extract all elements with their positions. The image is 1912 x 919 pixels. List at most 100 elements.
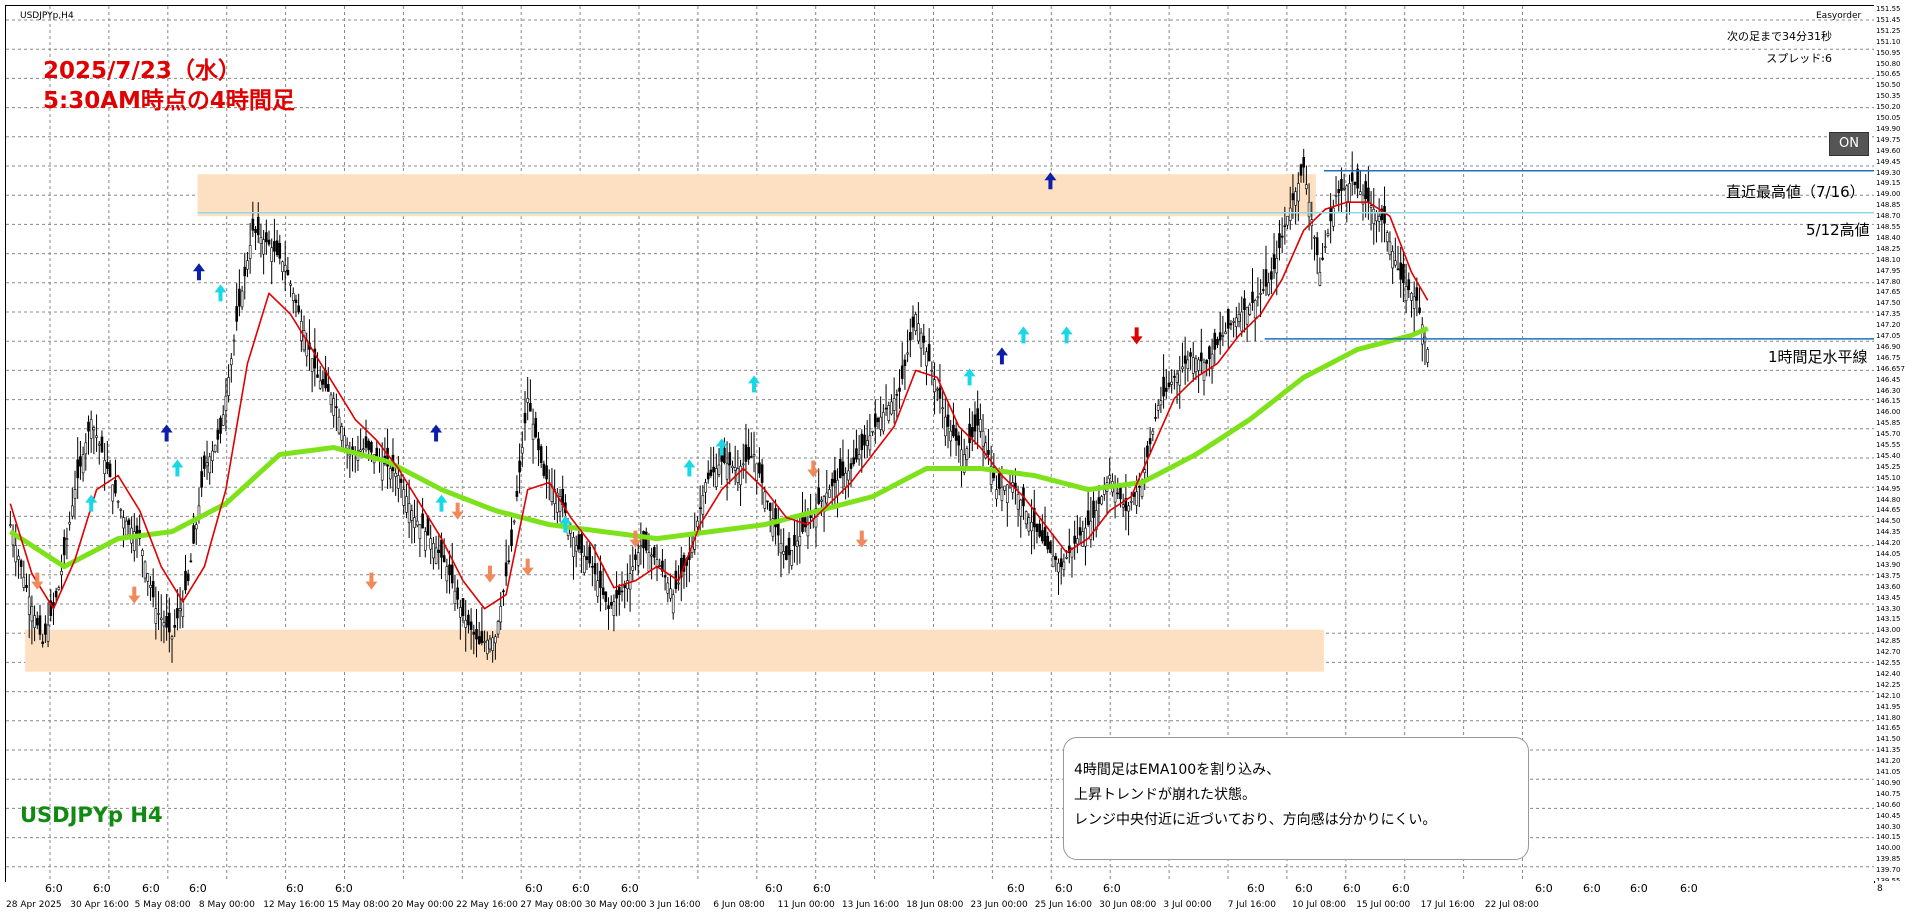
candle-down [884,407,888,410]
candle-up [779,542,783,554]
price-tick-label: 150.65 [1876,70,1901,79]
price-tick-label: 141.95 [1876,702,1901,711]
date-tick-label: 15 Jul 00:00 [1356,900,1411,910]
next-bar-timer: 次の足まで34分31秒 [1727,30,1832,43]
candle-up [677,582,680,585]
candle-up [27,596,31,615]
candle-down [712,466,715,473]
hour-tick-label: 6:0 [525,882,543,895]
candle-down [653,547,656,558]
candle-up [1221,335,1225,337]
corner-marker: 8 [1877,884,1883,894]
candle-down [461,598,465,616]
candle-up [582,555,586,574]
arrow-up-icon [963,368,976,386]
candle-down [1038,523,1041,537]
hour-tick-label: 6:0 [1583,882,1601,895]
candle-up [865,440,869,446]
candle-up [1170,381,1173,385]
candle-down [1380,208,1384,221]
candle-up [1426,349,1429,363]
candle-down [1402,263,1405,284]
candle-up [1307,201,1311,218]
candle-up [984,442,988,459]
price-tick-label: 141.05 [1876,768,1901,776]
candle-up [410,510,414,521]
candle-down [1407,279,1411,291]
candle-up [246,260,249,270]
candle-down [922,335,926,343]
candle-up [1420,324,1424,345]
candle-up [488,638,492,650]
candle-down [1164,387,1168,392]
candle-up [345,444,349,449]
candle-up [596,580,600,597]
candle-down [601,587,605,595]
time-axis[interactable]: 28 Apr 2025 30 Apr 16:00 5 May 08:00 8 May … [0,882,1874,919]
candle-up [1248,304,1252,315]
arrow-down-icon [365,572,378,590]
candle-down [1367,187,1370,203]
candle-down [235,306,238,322]
candle-up [1267,282,1270,295]
candle-up [914,314,917,331]
candle-up [733,467,737,471]
candle-up [1224,331,1227,335]
candle-down [1302,157,1306,168]
candle-up [1070,547,1074,558]
may12-high-label: 5/12高値 [1806,221,1870,239]
candle-down [442,555,446,563]
candle-up [259,236,263,244]
candle-up [639,545,643,548]
candle-up [847,470,850,481]
candle-up [731,465,734,469]
candle-up [1000,486,1004,501]
candle-up [413,517,416,528]
candle-down [898,387,901,392]
candle-up [17,555,20,560]
candle-up [362,448,365,450]
candle-down [294,299,298,303]
candle-down [265,232,268,243]
candle-up [213,444,217,452]
price-tick-label: 142.25 [1876,680,1901,689]
candle-down [251,218,255,231]
candle-down [1046,535,1050,550]
hour-tick-label: 6:0 [1630,882,1648,895]
ea-on-button[interactable]: ON [1829,132,1869,156]
candle-down [663,575,667,578]
candle-up [1342,187,1346,190]
candle-up [159,617,163,620]
candle-up [701,495,705,515]
fast-ma-line [9,201,1429,610]
candle-up [146,573,150,582]
price-tick-label: 149.30 [1876,168,1901,177]
candle-up [1159,400,1163,406]
candle-down [38,615,42,635]
candle-down [523,412,527,424]
candle-down [176,608,179,619]
candle-up [739,465,742,486]
candle-down [1205,359,1209,364]
expert-advisor-name: Easyorder [1816,11,1862,21]
price-tick-label: 140.90 [1876,778,1901,787]
chart-plot-area[interactable]: USDJPYp,H4 Easyorder 次の足まで34分31秒 スプレッド:6… [5,5,1875,883]
date-tick-label: 30 Jun 08:00 [1099,900,1157,910]
candle-down [1078,527,1082,536]
candle-up [1062,561,1066,570]
candle-down [1264,269,1268,287]
candle-up [526,398,529,403]
candle-up [1076,538,1079,545]
candle-down [642,531,645,549]
date-tick-label: 6 Jun 08:00 [713,900,765,910]
price-tick-label: 139.85 [1876,855,1901,864]
price-axis[interactable]: 151.55 151.45 151.25 151.10 150.95 150.80 150.… [1874,5,1912,881]
recent-high-label: 直近最高値（7/16） [1726,183,1865,201]
candle-down [1097,497,1101,504]
candle-up [531,423,535,441]
candle-up [647,552,651,572]
hour-tick-label: 6:0 [45,882,63,895]
candle-up [725,463,729,480]
candle-up [1394,260,1397,266]
candle-down [472,631,476,635]
